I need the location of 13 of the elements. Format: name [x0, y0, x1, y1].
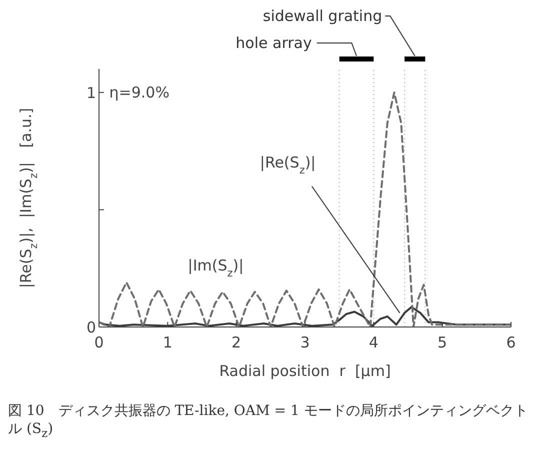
annotation: η=9.0% — [109, 83, 170, 102]
text: sidewall grating — [262, 7, 382, 25]
x-axis-title: Radial position r [μm] — [219, 362, 391, 380]
x-tick-label: 2 — [232, 334, 242, 352]
series-label: |Im(S$_{z}$)| — [188, 256, 244, 280]
caption: 図 10 ディスク共振器の TE-like, OAM = 1 モードの局所ポインティングベクトル (S$_{z}$) — [8, 402, 529, 442]
x-tick-label: 1 — [162, 334, 172, 352]
x-tick-label: 6 — [506, 334, 516, 352]
x-tick-label: 4 — [368, 334, 378, 352]
x-tick-label: 5 — [438, 334, 448, 352]
x-tick-label: 3 — [300, 334, 310, 352]
text: |Re(S$_{z}$)| — [260, 154, 316, 177]
text: hole array — [236, 34, 312, 52]
